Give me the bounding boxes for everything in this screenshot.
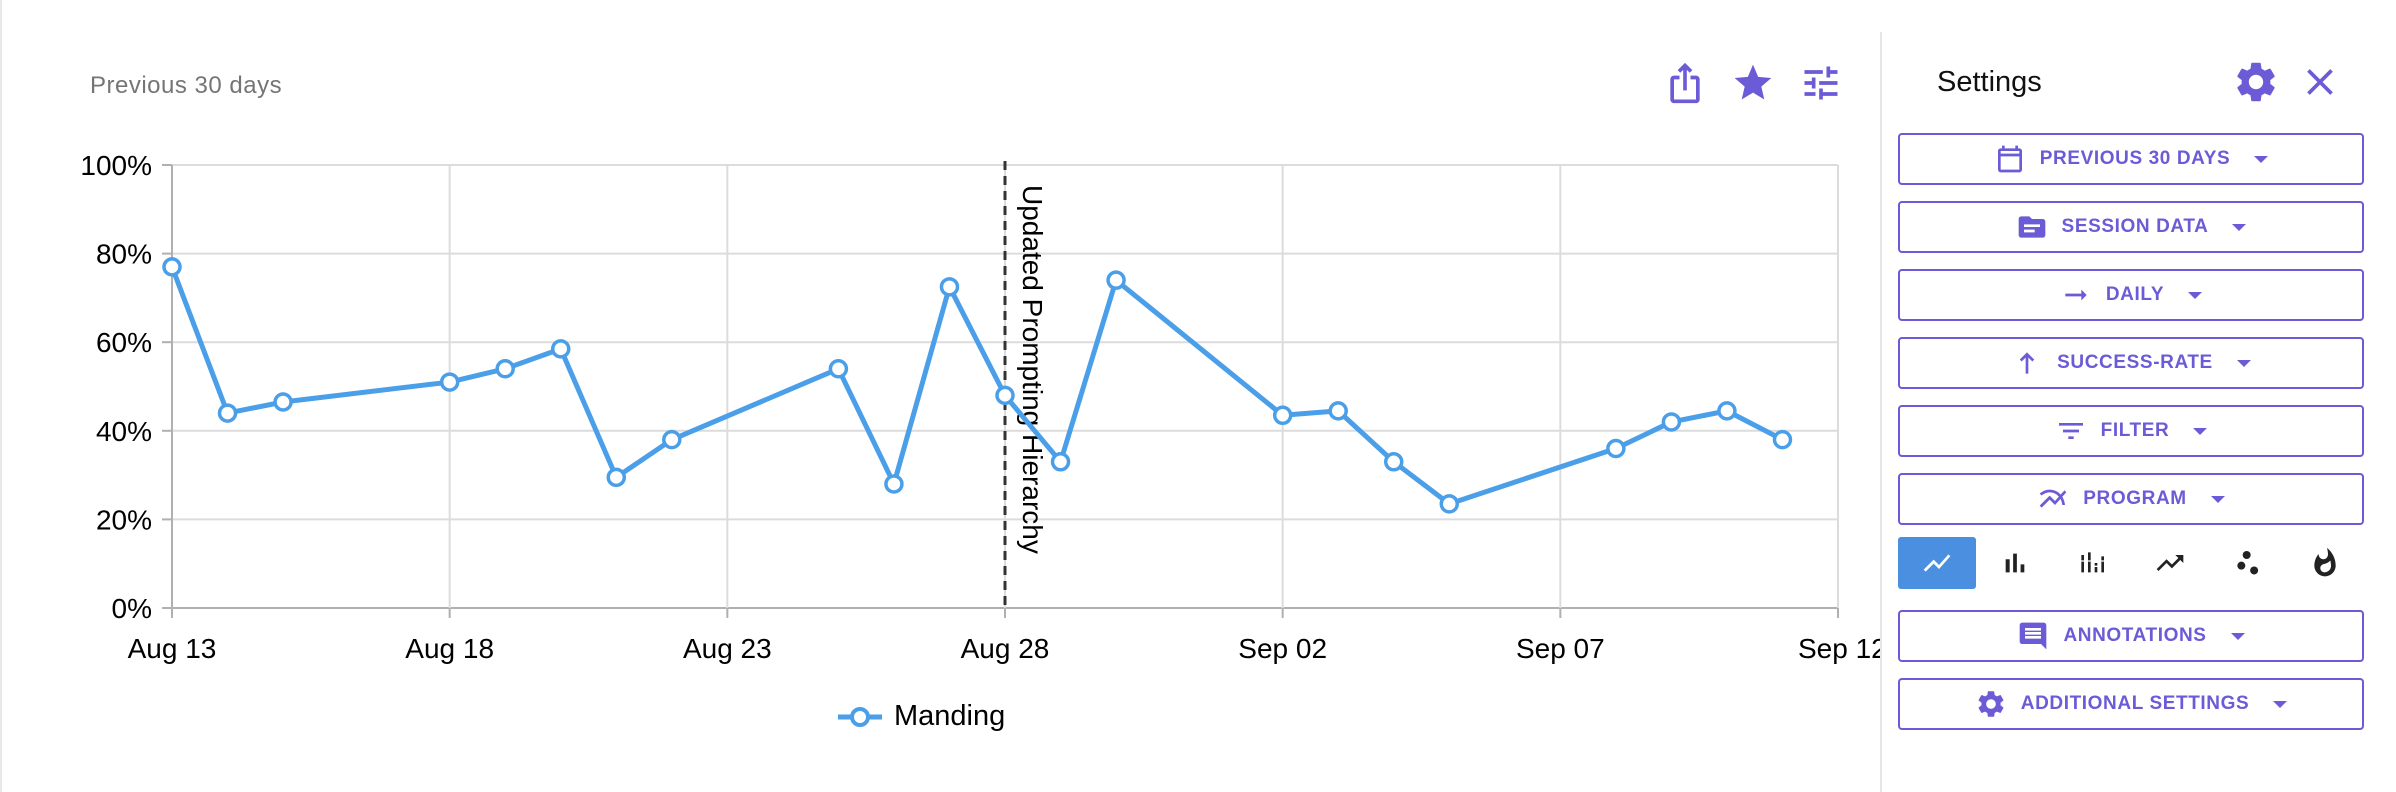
- line-chart: Updated Prompting Hierarchy 0% 20% 40% 60% 8…: [80, 150, 1880, 664]
- data-point: [273, 392, 293, 412]
- settings-title: Settings: [1937, 66, 2042, 98]
- arrow-right-icon: [2060, 279, 2092, 311]
- data-point: [1383, 452, 1404, 472]
- tune-icon[interactable]: [1796, 56, 1846, 110]
- y-tick-label: 60%: [96, 327, 152, 358]
- multiline-icon: [2037, 483, 2069, 515]
- group-by-label: PROGRAM: [2083, 488, 2187, 509]
- bar-chart-icon: [2005, 553, 2024, 573]
- series-line: [169, 266, 1784, 507]
- x-tick-label: Sep 07: [1516, 633, 1605, 664]
- data-point: [162, 257, 182, 277]
- data-point: [1772, 429, 1793, 450]
- data-point: [939, 277, 960, 297]
- chevron-down-icon: [2230, 632, 2245, 640]
- series-layer: [162, 257, 1793, 514]
- data-source-label: SESSION DATA: [2061, 216, 2209, 237]
- y-tick-label: 100%: [80, 150, 152, 181]
- data-point: [1050, 452, 1071, 472]
- data-point: [217, 403, 238, 423]
- data-point: [1106, 270, 1126, 290]
- close-icon[interactable]: [2298, 60, 2342, 104]
- data-point: [550, 339, 571, 359]
- x-axis-label: DAILY: [2105, 284, 2165, 305]
- data-point: [606, 467, 627, 488]
- data-point: [662, 429, 682, 450]
- chevron-down-icon: [2188, 291, 2203, 299]
- show-chart-icon: [1923, 554, 1951, 572]
- share-icon[interactable]: [1660, 56, 1710, 110]
- x-tick-label: Sep 12: [1798, 633, 1880, 664]
- y-tick-label: 0%: [112, 593, 152, 624]
- x-tick-label: Sep 02: [1238, 633, 1327, 664]
- calendar-icon: [1994, 143, 2026, 175]
- y-tick-label: 80%: [96, 239, 152, 270]
- x-tick-label: Aug 28: [961, 633, 1050, 664]
- data-point: [1606, 438, 1626, 459]
- chevron-down-icon: [2254, 155, 2269, 163]
- date-range-label: PREVIOUS 30 DAYS: [2039, 148, 2231, 169]
- panel-divider: [1880, 32, 1882, 792]
- additional-settings-button[interactable]: ADDITIONAL SETTINGS: [1898, 678, 2364, 730]
- annotations-label: ANNOTATIONS: [2063, 625, 2207, 646]
- y-tick-label: 20%: [96, 504, 152, 535]
- stacked-bar-icon: [2081, 552, 2105, 573]
- data-point: [884, 474, 904, 494]
- filter-icon: [2055, 415, 2087, 447]
- scatter-type-button[interactable]: [2209, 537, 2287, 589]
- stacked-bar-type-button[interactable]: [2053, 537, 2131, 589]
- annotation-layer: Updated Prompting Hierarchy: [1003, 161, 1048, 608]
- data-point: [439, 372, 460, 392]
- x-tick-label: Aug 23: [683, 633, 772, 664]
- filter-label: FILTER: [2100, 420, 2170, 441]
- heat-type-button[interactable]: [2286, 537, 2364, 589]
- chart-type-selector: [1898, 537, 2364, 589]
- legend-label: Manding: [894, 700, 1006, 732]
- trending-up-icon: [2156, 555, 2184, 571]
- data-point: [1328, 401, 1348, 421]
- scatter-icon: [2236, 551, 2258, 575]
- chevron-down-icon: [2193, 427, 2208, 435]
- data-point: [828, 359, 849, 379]
- date-range-button[interactable]: PREVIOUS 30 DAYS: [1898, 133, 2364, 185]
- x-tick-label: Aug 18: [405, 633, 494, 664]
- data-source-button[interactable]: SESSION DATA: [1898, 201, 2364, 253]
- gear-icon: [1975, 688, 2007, 720]
- line-chart-type-button[interactable]: [1898, 537, 1976, 589]
- trend-type-button[interactable]: [2131, 537, 2209, 589]
- tick-layer: 0% 20% 40% 60% 80% 100% Aug 13 Aug 18 Aug 23 Aug …: [80, 150, 1880, 664]
- chevron-down-icon: [2210, 495, 2225, 503]
- folder-icon: [2016, 211, 2048, 243]
- group-by-button[interactable]: PROGRAM: [1898, 473, 2364, 525]
- arrow-up-icon: [2011, 347, 2043, 379]
- x-axis-button[interactable]: DAILY: [1898, 269, 2364, 321]
- legend-marker: [838, 706, 882, 727]
- data-point: [1661, 412, 1682, 432]
- data-point: [1272, 405, 1293, 426]
- chevron-down-icon: [2273, 700, 2288, 708]
- chevron-down-icon: [2236, 359, 2251, 367]
- y-axis-label: SUCCESS-RATE: [2057, 352, 2213, 373]
- chevron-down-icon: [2232, 223, 2247, 231]
- x-tick-label: Aug 13: [128, 633, 217, 664]
- annotations-button[interactable]: ANNOTATIONS: [1898, 610, 2364, 662]
- y-tick-label: 40%: [96, 416, 152, 447]
- data-point: [1717, 401, 1737, 421]
- comment-icon: [2017, 620, 2049, 652]
- star-icon[interactable]: [1728, 56, 1778, 110]
- annotation-label: Updated Prompting Hierarchy: [1017, 185, 1048, 554]
- legend[interactable]: Manding: [836, 700, 1005, 733]
- additional-settings-label: ADDITIONAL SETTINGS: [2020, 693, 2250, 714]
- period-label: Previous 30 days: [90, 72, 283, 99]
- chart-toolbar: [1660, 56, 1846, 110]
- data-point: [995, 385, 1015, 406]
- left-border: [0, 0, 2, 792]
- filter-button[interactable]: FILTER: [1898, 405, 2364, 457]
- gear-icon[interactable]: [2232, 58, 2280, 106]
- y-axis-button[interactable]: SUCCESS-RATE: [1898, 337, 2364, 389]
- bar-chart-type-button[interactable]: [1976, 537, 2054, 589]
- data-point: [1439, 494, 1460, 514]
- data-point: [495, 359, 515, 379]
- fire-icon: [2314, 547, 2336, 577]
